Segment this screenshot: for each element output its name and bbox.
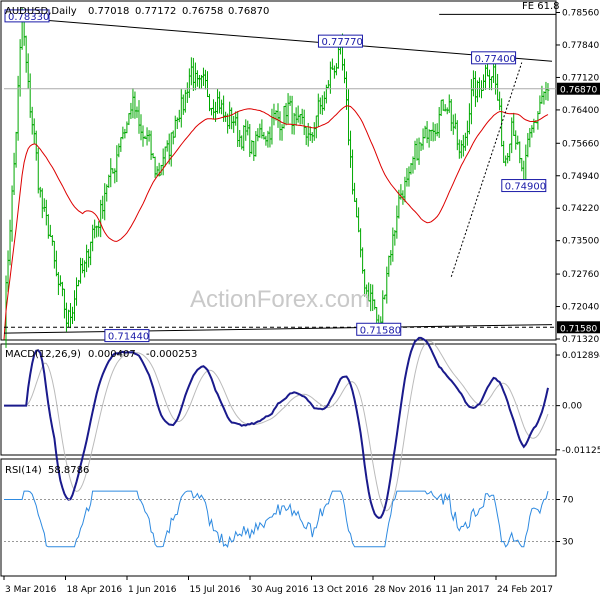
macd-title: MACD(12,26,9) <box>5 349 81 360</box>
macd-layer <box>4 336 556 519</box>
price-label: 0.71440 <box>108 332 149 343</box>
macd-main-value: 0.000407 <box>88 349 136 360</box>
ohlc-close: 0.76870 <box>228 6 269 17</box>
macd-axis-label: -0.011253 <box>562 446 600 456</box>
rsi-axis-label: 30 <box>562 538 574 548</box>
price-label-box <box>471 51 517 65</box>
price-label: 0.71580 <box>360 325 401 336</box>
x-axis-label: 15 Jul 2016 <box>190 585 241 595</box>
price-label-box <box>104 329 150 343</box>
x-axis-label: 24 Feb 2017 <box>497 585 553 595</box>
price-axis-label: 0.72760 <box>562 270 599 280</box>
price-label: 0.74900 <box>505 182 546 193</box>
rsi-title: RSI(14) <box>5 465 42 476</box>
macd-signal-line <box>4 340 549 512</box>
current-price-box <box>557 82 600 95</box>
rsi-axis-label: 70 <box>562 496 574 506</box>
watermark: ActionForex.com <box>190 286 370 313</box>
rsi-value: 58.8786 <box>48 465 89 476</box>
x-axis-label: 11 Jan 2017 <box>436 585 490 595</box>
macd-signal-value: -0.000253 <box>146 349 197 360</box>
ohlc-high: 0.77172 <box>135 6 176 17</box>
x-axis-label: 1 Jun 2016 <box>128 585 177 595</box>
price-axis-label: 0.72040 <box>562 303 599 313</box>
ohlc-open: 0.77018 <box>88 6 129 17</box>
x-axis-label: 13 Oct 2016 <box>313 585 369 595</box>
x-axis-label: 18 Apr 2016 <box>67 585 123 595</box>
sma-line <box>3 105 549 340</box>
rsi-layer <box>4 490 556 548</box>
price-label-box <box>501 179 547 193</box>
fib-label: FE 61.8 <box>522 1 560 12</box>
axis-layer: 0.78560 0.77840 0.77120 0.76400 0.75660 0.749… <box>3 9 600 595</box>
macd-axis-label: 0.00 <box>562 402 582 412</box>
macd-main-line <box>4 336 549 519</box>
price-axis-label: 0.74940 <box>562 172 599 182</box>
x-axis-label: 30 Aug 2016 <box>251 585 309 595</box>
price-axis-label: 0.78560 <box>562 9 599 19</box>
price-axis-label: 0.77120 <box>562 73 599 83</box>
price-label-box <box>4 9 50 23</box>
price-label-box <box>356 322 402 336</box>
price-label: 0.78330 <box>8 12 49 23</box>
price-axis-label: 0.74220 <box>562 204 599 214</box>
price-axis-label: 0.77840 <box>562 41 599 51</box>
rsi-line <box>4 490 549 548</box>
price-layer: 0.78330 0.77770 0.77400 0.74900 0.71440 0.715… <box>3 7 556 348</box>
trendline <box>22 17 553 62</box>
price-label: 0.77400 <box>475 54 516 65</box>
support-price-box <box>557 321 600 334</box>
x-axis-label: 3 Mar 2016 <box>5 585 57 595</box>
price-axis-label: 0.75660 <box>562 139 599 149</box>
support-price-label: 0.71580 <box>560 324 597 334</box>
current-price-label: 0.76870 <box>560 86 597 96</box>
chart-title: AUDUSD,Daily <box>5 6 77 17</box>
price-panel <box>0 0 557 341</box>
price-axis-label: 0.73500 <box>562 237 599 247</box>
ohlc-low: 0.76758 <box>182 6 223 17</box>
dashed-trendline <box>450 62 523 277</box>
macd-axis-label: 0.012894 <box>562 351 600 361</box>
rsi-panel <box>0 458 557 577</box>
price-label-box <box>317 34 363 48</box>
price-axis-label: 0.76400 <box>562 106 599 116</box>
price-label: 0.77770 <box>321 37 362 48</box>
trendline <box>3 324 553 334</box>
x-axis-label: 28 Nov 2016 <box>374 585 432 595</box>
price-axis-label: 0.71320 <box>562 335 599 345</box>
